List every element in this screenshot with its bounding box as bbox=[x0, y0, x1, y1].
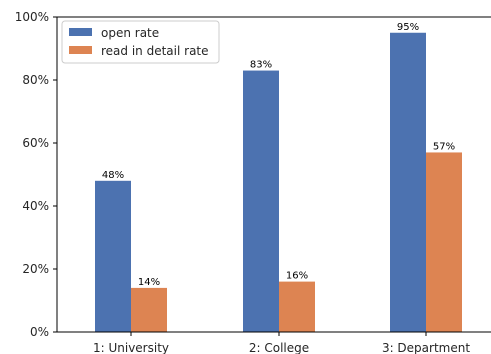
legend-label-open-rate: open rate bbox=[101, 26, 159, 40]
bar-read-in-detail-rate-3 bbox=[426, 152, 462, 332]
bar-open-rate-2 bbox=[243, 70, 279, 333]
y-tick-label-100: 100% bbox=[15, 10, 49, 24]
data-label-read-in-detail-rate-2: 16% bbox=[286, 271, 308, 282]
x-tick-label-2: 2: College bbox=[249, 341, 309, 354]
x-tick-label-3: 3: Department bbox=[382, 341, 470, 354]
data-label-read-in-detail-rate-3: 57% bbox=[433, 141, 455, 152]
bar-open-rate-3 bbox=[390, 32, 426, 332]
data-label-open-rate-3: 95% bbox=[397, 22, 419, 33]
y-ticks-group: 0% 20% 40% 60% 80% 100% bbox=[15, 10, 57, 339]
y-tick-label-0: 0% bbox=[30, 325, 49, 339]
data-labels-group: 48% 14% 83% 16% 95% 57% bbox=[102, 22, 455, 288]
legend-label-read-in-detail-rate: read in detail rate bbox=[101, 44, 209, 58]
data-label-read-in-detail-rate-1: 14% bbox=[138, 277, 160, 288]
axes-group bbox=[56, 16, 491, 333]
y-tick-label-20: 20% bbox=[22, 262, 49, 276]
legend-frame bbox=[61, 20, 220, 64]
bars-group bbox=[95, 32, 462, 333]
legend: open rate read in detail rate bbox=[61, 20, 220, 64]
y-tick-label-80: 80% bbox=[22, 73, 49, 87]
legend-swatch-read-in-detail-rate bbox=[69, 46, 92, 54]
y-tick-label-60: 60% bbox=[22, 136, 49, 150]
bar-open-rate-1 bbox=[95, 180, 131, 332]
bar-read-in-detail-rate-1 bbox=[131, 287, 167, 332]
x-tick-label-1: 1: University bbox=[93, 341, 169, 354]
data-label-open-rate-1: 48% bbox=[102, 170, 124, 181]
bar-read-in-detail-rate-2 bbox=[279, 281, 315, 332]
legend-swatch-open-rate bbox=[69, 28, 92, 36]
y-tick-label-40: 40% bbox=[22, 199, 49, 213]
x-ticks-group: 1: University 2: College 3: Department bbox=[93, 332, 470, 354]
data-label-open-rate-2: 83% bbox=[250, 60, 272, 71]
